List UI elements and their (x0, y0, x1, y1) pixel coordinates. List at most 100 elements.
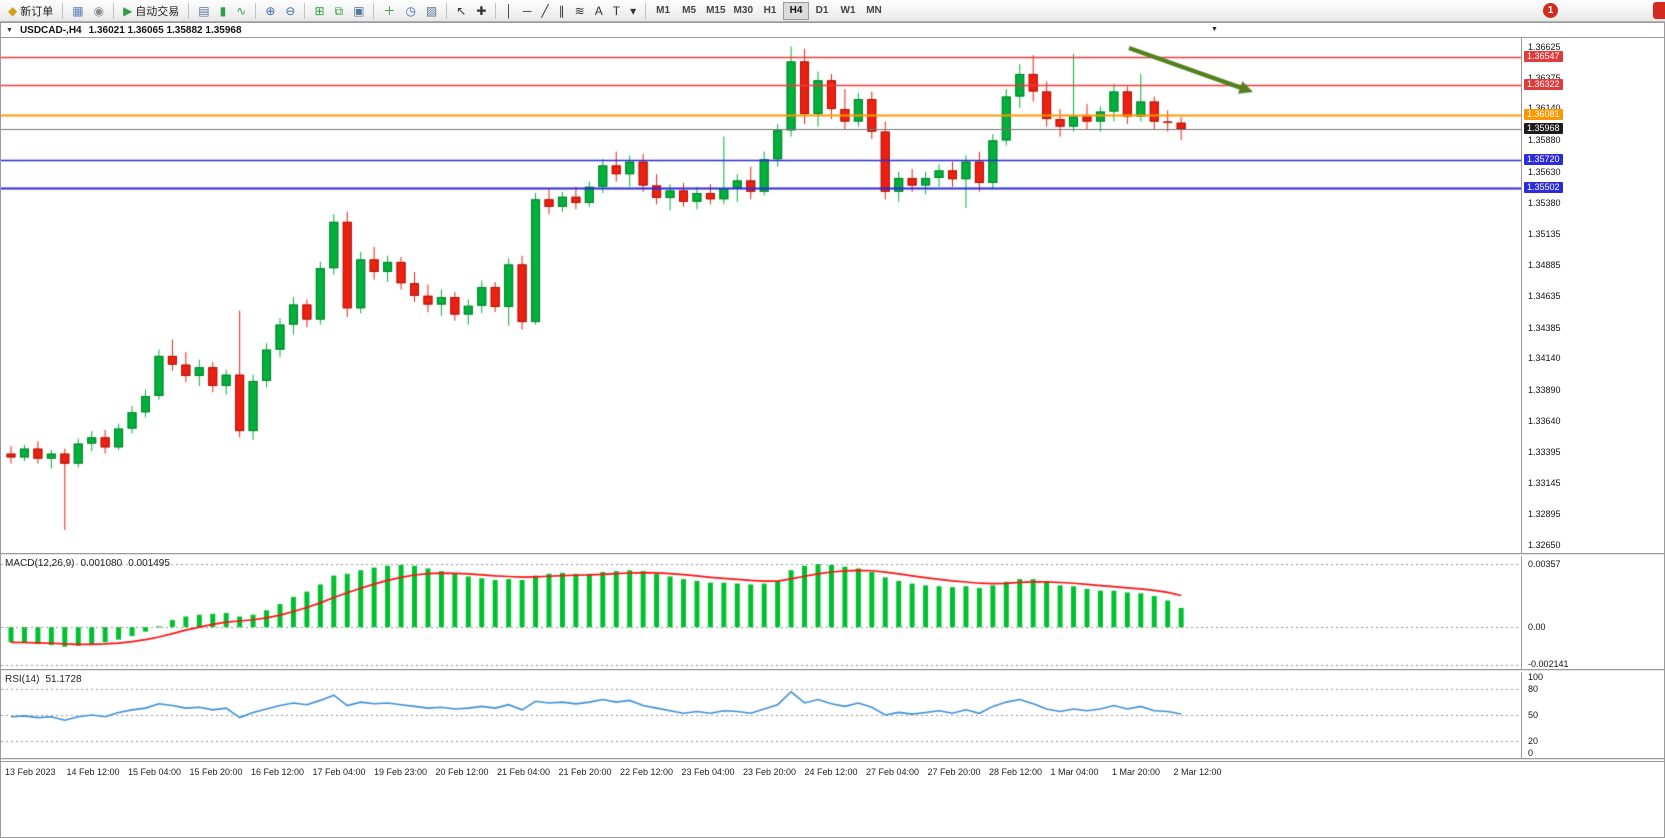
time-axis-label: 23 Feb 04:00 (681, 767, 735, 777)
rsi-readout: RSI(14) 51.1728 (5, 674, 82, 685)
zoom-in-button[interactable]: ⊕ (260, 1, 280, 21)
time-axis-label: 1 Mar 04:00 (1050, 767, 1099, 777)
toolbar-separator (495, 2, 497, 19)
macd-axis-label: 0.00357 (1528, 558, 1561, 569)
shapes-button[interactable]: ▾ (625, 1, 641, 21)
price-axis-label: 1.36140 (1528, 102, 1561, 113)
time-axis-label: 23 Feb 20:00 (743, 767, 797, 777)
timeframe-m15[interactable]: M15 (702, 2, 729, 20)
price-tag-1-36081: 1.36081 (1524, 109, 1563, 121)
tile-windows-icon: ⊞ (314, 3, 325, 18)
rsi-axis: 100 80 50 20 0 (1521, 672, 1664, 758)
timeframe-mn[interactable]: MN (861, 2, 887, 20)
channel-button[interactable]: ∥ (554, 1, 570, 21)
cursor-icon: ↖ (456, 3, 467, 18)
trendline-button[interactable]: ╱ (536, 1, 553, 21)
bar-chart-button[interactable]: ▤ (193, 1, 214, 21)
toolbar-separator (62, 2, 64, 19)
toolbar-separator (645, 2, 647, 19)
vertical-line-icon: │ (505, 3, 513, 18)
auto-trading-button-label: 自动交易 (135, 5, 180, 18)
time-axis-label: 21 Feb 20:00 (558, 767, 612, 777)
price-tag-current: 1.35968 (1524, 123, 1563, 135)
time-axis-label: 28 Feb 12:00 (989, 767, 1043, 777)
price-axis-label: 1.34385 (1528, 322, 1561, 333)
time-axis-label: 13 Feb 2023 (5, 767, 56, 777)
templates-button[interactable]: ▨ (421, 1, 442, 21)
macd-signal-value: 0.001495 (128, 558, 170, 569)
time-axis-label: 22 Feb 12:00 (620, 767, 674, 777)
panel-divider-macd[interactable] (1, 553, 1664, 556)
channel-icon: ∥ (558, 3, 565, 18)
notification-badge[interactable]: 1 (1543, 3, 1558, 18)
arrange-windows-icon: ▣ (353, 3, 365, 18)
price-axis-label: 1.33640 (1528, 416, 1561, 427)
price-chart-canvas[interactable] (1, 38, 1521, 553)
price-axis-label: 1.33890 (1528, 384, 1561, 395)
toolbar-separator (304, 2, 306, 19)
horizontal-line-button[interactable]: ─ (518, 1, 537, 21)
cursor-button[interactable]: ↖ (451, 1, 471, 21)
price-axis-label: 1.36375 (1528, 73, 1561, 83)
rsi-axis-label: 0 (1528, 748, 1534, 758)
auto-trading-button[interactable]: ▶ 自动交易 (118, 1, 184, 21)
indicators-icon: ＋ (383, 3, 396, 18)
toolbar-separator (446, 2, 448, 19)
timeframe-w1[interactable]: W1 (835, 2, 861, 20)
horizontal-line-icon: ─ (522, 3, 532, 18)
text-button[interactable]: A (590, 1, 608, 21)
timeframe-h4[interactable]: H4 (783, 1, 809, 20)
macd-axis: 0.00357 0.00 -0.002141 (1521, 556, 1664, 669)
rsi-axis-label: 100 (1528, 672, 1544, 682)
crosshair-button[interactable]: ✚ (471, 1, 491, 21)
periods-icon: ◷ (405, 3, 416, 18)
toolbar-separator (188, 2, 190, 19)
charts-window-button[interactable]: ▦ (67, 1, 88, 21)
charts-window-icon: ▦ (72, 3, 84, 18)
fibonacci-button[interactable]: ≋ (570, 1, 590, 21)
timeframe-h1[interactable]: H1 (757, 2, 783, 20)
cascade-windows-button[interactable]: ⧉ (330, 1, 349, 21)
macd-chart-canvas[interactable] (1, 556, 1521, 669)
indicators-button[interactable]: ＋ (378, 1, 400, 21)
toolbar-icon-groups: ◆ 新订单 ▦ ◉ ▶ 自动交易 ▤ ▮ ∿ ⊕ ⊖ ⊞ ⧉ ▣ ＋ ◷ ▨ ↖ ✚ │ ─ ╱ ∥ ≋ A T ▾ (3, 1, 641, 21)
timeframe-m30[interactable]: M30 (730, 2, 757, 20)
time-axis-label: 24 Feb 12:00 (804, 767, 858, 777)
label-icon: T (612, 3, 621, 18)
arrange-windows-button[interactable]: ▣ (348, 1, 369, 21)
main-toolbar: ◆ 新订单 ▦ ◉ ▶ 自动交易 ▤ ▮ ∿ ⊕ ⊖ ⊞ ⧉ ▣ ＋ ◷ ▨ ↖ ✚ │ ─ ╱ ∥ ≋ A T ▾ M1 M5 M15… (0, 0, 1665, 22)
periods-button[interactable]: ◷ (400, 1, 420, 21)
profiles-icon: ◉ (93, 3, 105, 18)
time-axis-label: 19 Feb 23:00 (374, 767, 428, 777)
corner-notification-icon[interactable] (1653, 2, 1665, 19)
macd-axis-label: -0.002141 (1528, 659, 1569, 669)
auto-trading-icon: ▶ (123, 3, 133, 18)
panel-divider-time[interactable] (1, 758, 1664, 761)
panel-divider-rsi[interactable] (1, 669, 1664, 672)
time-axis-label: 16 Feb 12:00 (251, 767, 305, 777)
zoom-out-button[interactable]: ⊖ (280, 1, 300, 21)
price-axis-label: 1.34885 (1528, 260, 1561, 271)
tile-windows-button[interactable]: ⊞ (309, 1, 329, 21)
rsi-axis-label: 80 (1528, 684, 1539, 695)
timeframe-d1[interactable]: D1 (809, 2, 835, 20)
text-icon: A (594, 3, 603, 18)
macd-readout: MACD(12,26,9) 0.001080 0.001495 (5, 558, 170, 569)
rsi-chart-canvas[interactable] (1, 672, 1521, 758)
rsi-label: RSI(14) (5, 674, 40, 685)
collapse-triangle-icon[interactable]: ▼ (6, 26, 13, 34)
label-button[interactable]: T (608, 1, 625, 21)
candlestick-chart-button[interactable]: ▮ (215, 1, 232, 21)
macd-main-value: 0.001080 (80, 558, 123, 569)
vertical-line-button[interactable]: │ (500, 1, 518, 21)
timeframe-m5[interactable]: M5 (676, 2, 702, 20)
chart-shift-marker[interactable]: ▼ (1211, 26, 1218, 33)
profiles-button[interactable]: ◉ (89, 1, 109, 21)
line-chart-button[interactable]: ∿ (231, 1, 251, 21)
cascade-windows-icon: ⧉ (334, 3, 344, 18)
macd-label: MACD(12,26,9) (5, 558, 75, 569)
time-axis-label: 27 Feb 04:00 (866, 767, 920, 777)
timeframe-m1[interactable]: M1 (650, 2, 676, 20)
new-order-button[interactable]: ◆ 新订单 (3, 1, 58, 21)
